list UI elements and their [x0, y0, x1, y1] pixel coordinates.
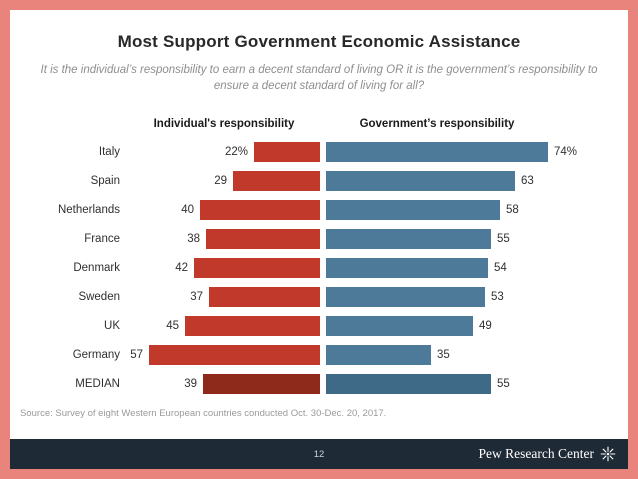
individual-zone: 45 [128, 315, 320, 336]
chart-row: Germany 57 35 [10, 340, 628, 369]
individual-value: 40 [181, 203, 194, 216]
government-bar [326, 315, 473, 336]
government-zone: 58 [326, 199, 628, 220]
government-bar [326, 228, 491, 249]
government-bar [326, 199, 500, 220]
government-value: 55 [497, 232, 510, 245]
brand-logo: Pew Research Center [479, 446, 628, 462]
starburst-icon [600, 446, 616, 462]
footer-bar: 12 Pew Research Center [10, 439, 628, 469]
government-bar [326, 170, 515, 191]
government-value: 74% [554, 145, 578, 158]
country-label: Germany [72, 348, 120, 361]
individual-value: 57 [130, 348, 143, 361]
country-label: UK [104, 319, 120, 332]
government-zone: 63 [326, 170, 628, 191]
individual-bar [254, 141, 320, 162]
chart-row: Italy 22% 74% [10, 137, 628, 166]
government-zone: 49 [326, 315, 628, 336]
government-value: 63 [521, 174, 534, 187]
individual-bar [206, 228, 320, 249]
individual-bar [185, 315, 320, 336]
page-title: Most Support Government Economic Assista… [117, 32, 521, 51]
header-government: Government’s responsibility [359, 118, 515, 131]
government-zone: 55 [326, 228, 628, 249]
header-individual: Individual's responsibility [153, 118, 295, 131]
government-zone: 35 [326, 344, 628, 365]
government-zone: 74% [326, 141, 628, 162]
individual-bar [233, 170, 320, 191]
individual-zone: 42 [128, 257, 320, 278]
individual-bar [203, 373, 320, 394]
individual-value: 45 [166, 319, 179, 332]
individual-zone: 38 [128, 228, 320, 249]
page-number: 12 [313, 448, 325, 460]
individual-zone: 39 [128, 373, 320, 394]
individual-value: 38 [187, 232, 200, 245]
header-spacer [10, 118, 128, 130]
individual-value: 39 [184, 377, 197, 390]
country-label: Italy [98, 145, 120, 158]
brand-name: Pew Research Center [478, 446, 594, 461]
bar-chart: Italy 22% 74% Spain 29 63 Netherlands 40 58 Franc… [10, 137, 628, 398]
individual-bar [209, 286, 320, 307]
individual-zone: 57 [128, 344, 320, 365]
government-bar [326, 344, 431, 365]
chart-row: Sweden 37 53 [10, 282, 628, 311]
country-label: MEDIAN [75, 377, 120, 390]
individual-bar [194, 257, 320, 278]
individual-value: 37 [190, 290, 203, 303]
government-bar [326, 286, 485, 307]
series-headers: Individual's responsibility Government’s… [10, 118, 628, 130]
government-value: 55 [497, 377, 510, 390]
chart-row: France 38 55 [10, 224, 628, 253]
country-label: Spain [90, 174, 120, 187]
chart-row: Denmark 42 54 [10, 253, 628, 282]
chart-row: Spain 29 63 [10, 166, 628, 195]
individual-zone: 29 [128, 170, 320, 191]
chart-row: Netherlands 40 58 [10, 195, 628, 224]
chart-row: MEDIAN 39 55 [10, 369, 628, 398]
country-label: Denmark [73, 261, 120, 274]
government-value: 54 [494, 261, 507, 274]
individual-zone: 37 [128, 286, 320, 307]
individual-zone: 22% [128, 141, 320, 162]
individual-bar [149, 344, 320, 365]
government-value: 53 [491, 290, 504, 303]
individual-value: 42 [175, 261, 188, 274]
government-zone: 55 [326, 373, 628, 394]
individual-value: 29 [214, 174, 227, 187]
government-zone: 53 [326, 286, 628, 307]
country-label: Netherlands [57, 203, 120, 216]
government-bar [326, 257, 488, 278]
government-value: 35 [437, 348, 450, 361]
government-value: 58 [506, 203, 519, 216]
chart-row: UK 45 49 [10, 311, 628, 340]
government-bar [326, 141, 548, 162]
government-zone: 54 [326, 257, 628, 278]
individual-zone: 40 [128, 199, 320, 220]
government-bar [326, 373, 491, 394]
individual-bar [200, 199, 320, 220]
government-value: 49 [479, 319, 492, 332]
chart-subtitle: It is the individual’s responsibility to… [40, 64, 598, 93]
source-note: Source: Survey of eight Western European… [20, 408, 387, 420]
country-label: Sweden [78, 290, 120, 303]
country-label: France [84, 232, 120, 245]
individual-value: 22% [224, 145, 248, 158]
